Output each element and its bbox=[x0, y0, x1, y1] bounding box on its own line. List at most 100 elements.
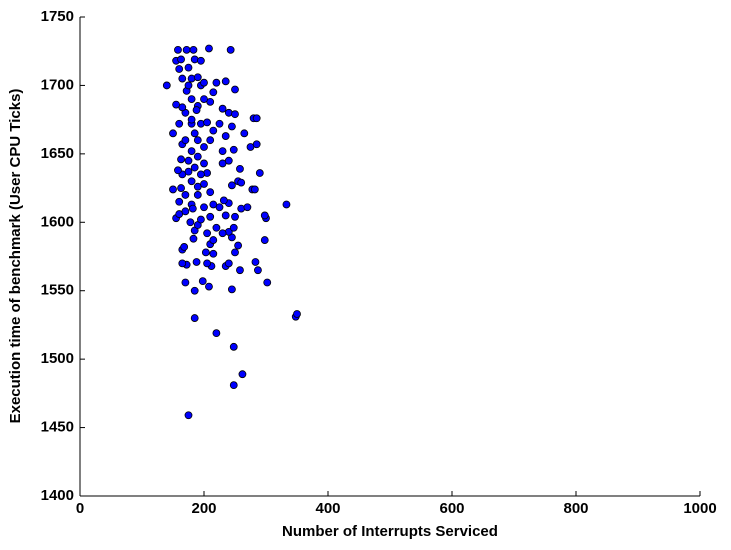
point bbox=[212, 78, 221, 87]
y-tick-label: 1650 bbox=[41, 145, 74, 162]
x-tick-label: 0 bbox=[76, 500, 84, 517]
point bbox=[212, 329, 221, 338]
point bbox=[260, 211, 269, 220]
point bbox=[231, 110, 239, 119]
point bbox=[190, 314, 199, 322]
point bbox=[181, 136, 190, 145]
point bbox=[240, 129, 249, 138]
point bbox=[193, 152, 202, 161]
point bbox=[238, 370, 247, 379]
point bbox=[200, 143, 208, 151]
point bbox=[193, 136, 202, 145]
point bbox=[219, 196, 228, 205]
point bbox=[229, 342, 238, 351]
point bbox=[224, 156, 233, 165]
point bbox=[190, 55, 199, 64]
point bbox=[206, 136, 215, 145]
point bbox=[237, 178, 246, 187]
point bbox=[215, 119, 224, 128]
point bbox=[187, 95, 196, 104]
y-tick-label: 1750 bbox=[41, 8, 74, 25]
point bbox=[181, 207, 190, 216]
x-tick-label: 1000 bbox=[683, 500, 716, 517]
point bbox=[188, 204, 197, 213]
point bbox=[227, 181, 236, 190]
y-tick-label: 1500 bbox=[41, 350, 74, 367]
point bbox=[175, 197, 184, 206]
point bbox=[193, 191, 202, 199]
point bbox=[187, 177, 196, 186]
point bbox=[236, 266, 244, 275]
point bbox=[221, 211, 230, 220]
point bbox=[177, 55, 185, 64]
point bbox=[237, 204, 246, 213]
point bbox=[193, 73, 202, 82]
point bbox=[177, 184, 185, 192]
point bbox=[169, 129, 177, 138]
y-tick-label: 1400 bbox=[41, 487, 74, 504]
point bbox=[174, 45, 182, 54]
point bbox=[196, 215, 205, 224]
point bbox=[190, 286, 199, 295]
point bbox=[293, 310, 301, 318]
point bbox=[192, 258, 201, 266]
point bbox=[205, 282, 213, 291]
point bbox=[227, 122, 236, 131]
point bbox=[218, 147, 227, 156]
point bbox=[250, 185, 259, 194]
point bbox=[209, 126, 218, 135]
point bbox=[209, 88, 218, 97]
point bbox=[234, 241, 243, 250]
x-tick-label: 200 bbox=[191, 500, 216, 517]
y-tick-label: 1550 bbox=[41, 282, 74, 299]
point bbox=[174, 166, 182, 175]
point bbox=[175, 119, 184, 128]
point bbox=[263, 278, 272, 287]
point bbox=[218, 104, 227, 113]
point bbox=[178, 74, 187, 83]
point bbox=[243, 203, 252, 212]
point bbox=[200, 180, 208, 188]
point bbox=[203, 229, 212, 238]
point bbox=[187, 74, 196, 83]
point bbox=[224, 108, 233, 117]
point bbox=[209, 249, 218, 258]
point bbox=[198, 277, 207, 286]
point bbox=[181, 278, 190, 287]
point bbox=[189, 45, 198, 54]
point bbox=[224, 259, 233, 268]
point bbox=[203, 169, 212, 177]
point bbox=[206, 212, 215, 221]
point bbox=[184, 411, 193, 420]
point bbox=[231, 248, 239, 257]
point bbox=[209, 200, 218, 209]
point bbox=[221, 77, 230, 86]
point bbox=[181, 191, 190, 199]
x-tick-label: 600 bbox=[439, 500, 464, 517]
point bbox=[231, 212, 239, 221]
x-axis-label: Number of Interrupts Serviced bbox=[282, 523, 498, 540]
point bbox=[196, 170, 205, 179]
point bbox=[209, 236, 218, 244]
point bbox=[251, 258, 260, 266]
point bbox=[252, 140, 261, 149]
point bbox=[203, 118, 212, 127]
x-tick-label: 800 bbox=[563, 500, 588, 517]
point bbox=[187, 115, 196, 124]
point bbox=[190, 129, 199, 138]
point bbox=[184, 156, 193, 165]
point bbox=[229, 381, 238, 390]
point bbox=[172, 100, 181, 109]
point bbox=[184, 81, 193, 90]
point bbox=[190, 163, 199, 172]
point bbox=[254, 266, 262, 275]
point bbox=[218, 229, 227, 238]
y-tick-label: 1450 bbox=[41, 419, 74, 436]
point bbox=[200, 78, 208, 87]
point bbox=[255, 169, 264, 177]
point bbox=[260, 236, 269, 244]
point bbox=[231, 85, 239, 94]
point bbox=[200, 203, 208, 212]
x-tick-label: 400 bbox=[315, 500, 340, 517]
point bbox=[189, 234, 198, 243]
